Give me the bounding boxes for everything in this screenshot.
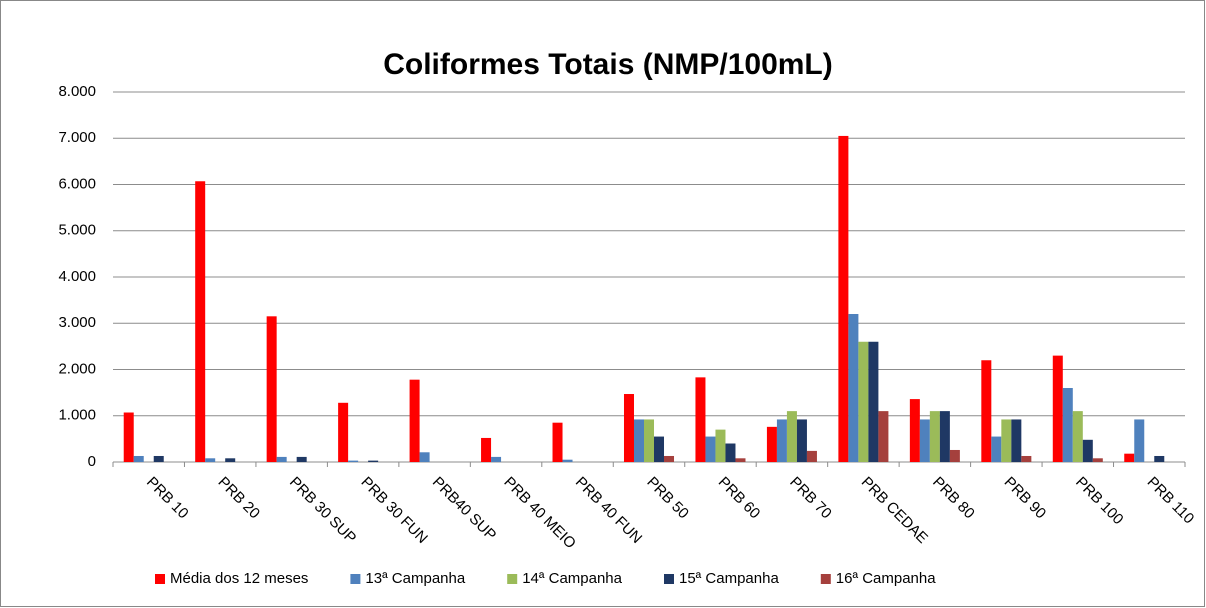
bar — [562, 459, 573, 462]
legend-label: 14ª Campanha — [522, 570, 622, 587]
bar — [786, 411, 797, 462]
chart-title: Coliformes Totais (NMP/100mL) — [383, 48, 833, 81]
bar — [1021, 455, 1032, 462]
bar — [491, 456, 502, 462]
y-tick-label: 3.000 — [58, 314, 96, 331]
bar — [205, 458, 216, 462]
bar — [368, 460, 379, 462]
bar — [766, 426, 777, 462]
y-tick-label: 6.000 — [58, 175, 96, 192]
bar — [296, 456, 307, 462]
bar — [419, 452, 430, 462]
y-tick-label: 2.000 — [58, 360, 96, 377]
bar — [806, 450, 817, 462]
bar — [1154, 455, 1165, 462]
bar — [1082, 439, 1093, 462]
bar — [776, 419, 787, 462]
bar — [909, 399, 920, 462]
bar — [949, 449, 960, 462]
bar — [858, 341, 869, 462]
bar — [981, 360, 992, 462]
bar — [664, 455, 675, 462]
legend-swatch — [155, 574, 165, 584]
legend-label: 13ª Campanha — [365, 570, 465, 587]
bar — [939, 411, 950, 462]
legend-label: 16ª Campanha — [836, 570, 936, 587]
bar — [153, 455, 164, 462]
legend-swatch — [350, 574, 361, 584]
bar — [1011, 419, 1022, 462]
bar — [481, 437, 492, 462]
bar — [929, 411, 940, 462]
bar — [195, 181, 206, 462]
bar — [1072, 411, 1083, 462]
bar — [848, 314, 859, 462]
bar — [552, 422, 563, 462]
y-tick-label: 7.000 — [58, 129, 96, 146]
bar — [1124, 453, 1135, 462]
bar — [654, 436, 665, 462]
y-tick-label: 4.000 — [58, 268, 96, 285]
bar — [1092, 458, 1103, 462]
bar — [123, 412, 134, 462]
bar — [991, 436, 1002, 462]
bar — [133, 455, 144, 462]
bar — [1134, 419, 1145, 462]
y-tick-label: 8.000 — [58, 83, 96, 100]
bar — [705, 436, 716, 462]
bar — [643, 419, 655, 462]
bar — [838, 135, 849, 462]
bar — [225, 458, 236, 462]
bar — [348, 460, 359, 462]
bar — [1052, 355, 1063, 462]
legend-label: 15ª Campanha — [679, 570, 779, 587]
bar — [338, 402, 349, 462]
bar — [695, 377, 706, 462]
bar — [725, 443, 736, 462]
y-tick-label: 1.000 — [58, 407, 96, 424]
bar — [623, 394, 634, 462]
legend-swatch — [820, 574, 831, 584]
bar — [878, 411, 889, 462]
bar — [868, 341, 879, 462]
bar — [796, 419, 807, 462]
bar — [735, 458, 746, 462]
bar — [633, 419, 644, 462]
bar — [409, 379, 420, 462]
y-tick-label: 5.000 — [58, 222, 96, 239]
legend-label: Média dos 12 meses — [170, 570, 308, 587]
bar — [1001, 419, 1012, 462]
y-tick-label: 0 — [88, 453, 96, 470]
legend-swatch — [507, 574, 518, 584]
legend-swatch — [664, 574, 674, 584]
bar — [1062, 388, 1073, 462]
bar — [266, 316, 277, 462]
bar — [276, 456, 287, 462]
bar — [919, 419, 930, 462]
bar — [715, 429, 726, 462]
